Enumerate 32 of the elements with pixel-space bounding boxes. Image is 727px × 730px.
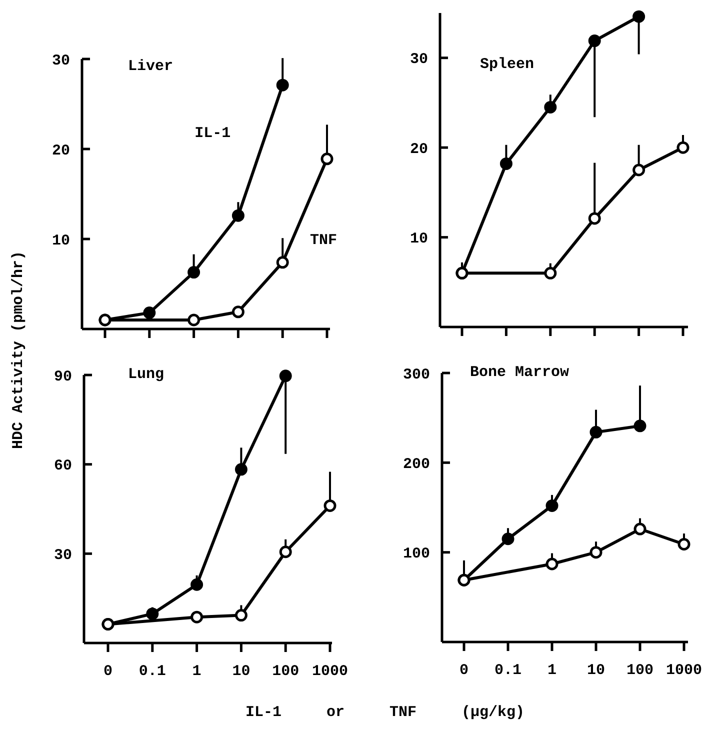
x-tick-label: 100	[272, 663, 300, 680]
x-tick-label: 0	[459, 662, 469, 679]
y-tick-label: 20	[52, 142, 70, 160]
x-tick-label: 0.1	[138, 663, 166, 680]
series-label: TNF	[310, 232, 338, 249]
chart-title: Liver	[128, 58, 174, 75]
chart-title: Lung	[128, 366, 164, 383]
y-tick-label: 90	[54, 368, 72, 386]
x-axis-title: IL-1 or TNF (μg/kg)	[245, 704, 525, 721]
text: Spleen	[480, 56, 534, 73]
y-tick-label: 30	[54, 546, 72, 564]
x-tick-label: 0	[103, 663, 113, 680]
x-tick-label: 10	[232, 663, 250, 680]
y-tick-label: 30	[52, 52, 70, 70]
y-tick-label: 100	[402, 546, 430, 563]
y-tick-label: 30	[410, 51, 428, 68]
x-tick-label: 1	[192, 663, 202, 680]
y-tick-label: 10	[410, 230, 428, 248]
y-tick-label: 300	[402, 366, 430, 384]
x-tick-label: 0.1	[494, 662, 522, 679]
y-tick-label: 20	[410, 140, 428, 158]
x-tick-label: 1	[547, 662, 557, 679]
chart-title: Bone Marrow	[470, 364, 570, 381]
y-tick-label: 10	[52, 232, 70, 250]
x-tick-label: 10	[586, 662, 606, 679]
x-tick-label: 100	[626, 662, 654, 679]
y-tick-label: 60	[54, 458, 72, 475]
y-tick-label: 200	[402, 456, 430, 473]
text: IL-1	[194, 125, 231, 142]
y-axis-title: HDC Activity (pmol/hr)	[10, 250, 27, 450]
x-tick-label: 1000	[312, 663, 348, 680]
x-tick-label: 1000	[666, 662, 702, 679]
